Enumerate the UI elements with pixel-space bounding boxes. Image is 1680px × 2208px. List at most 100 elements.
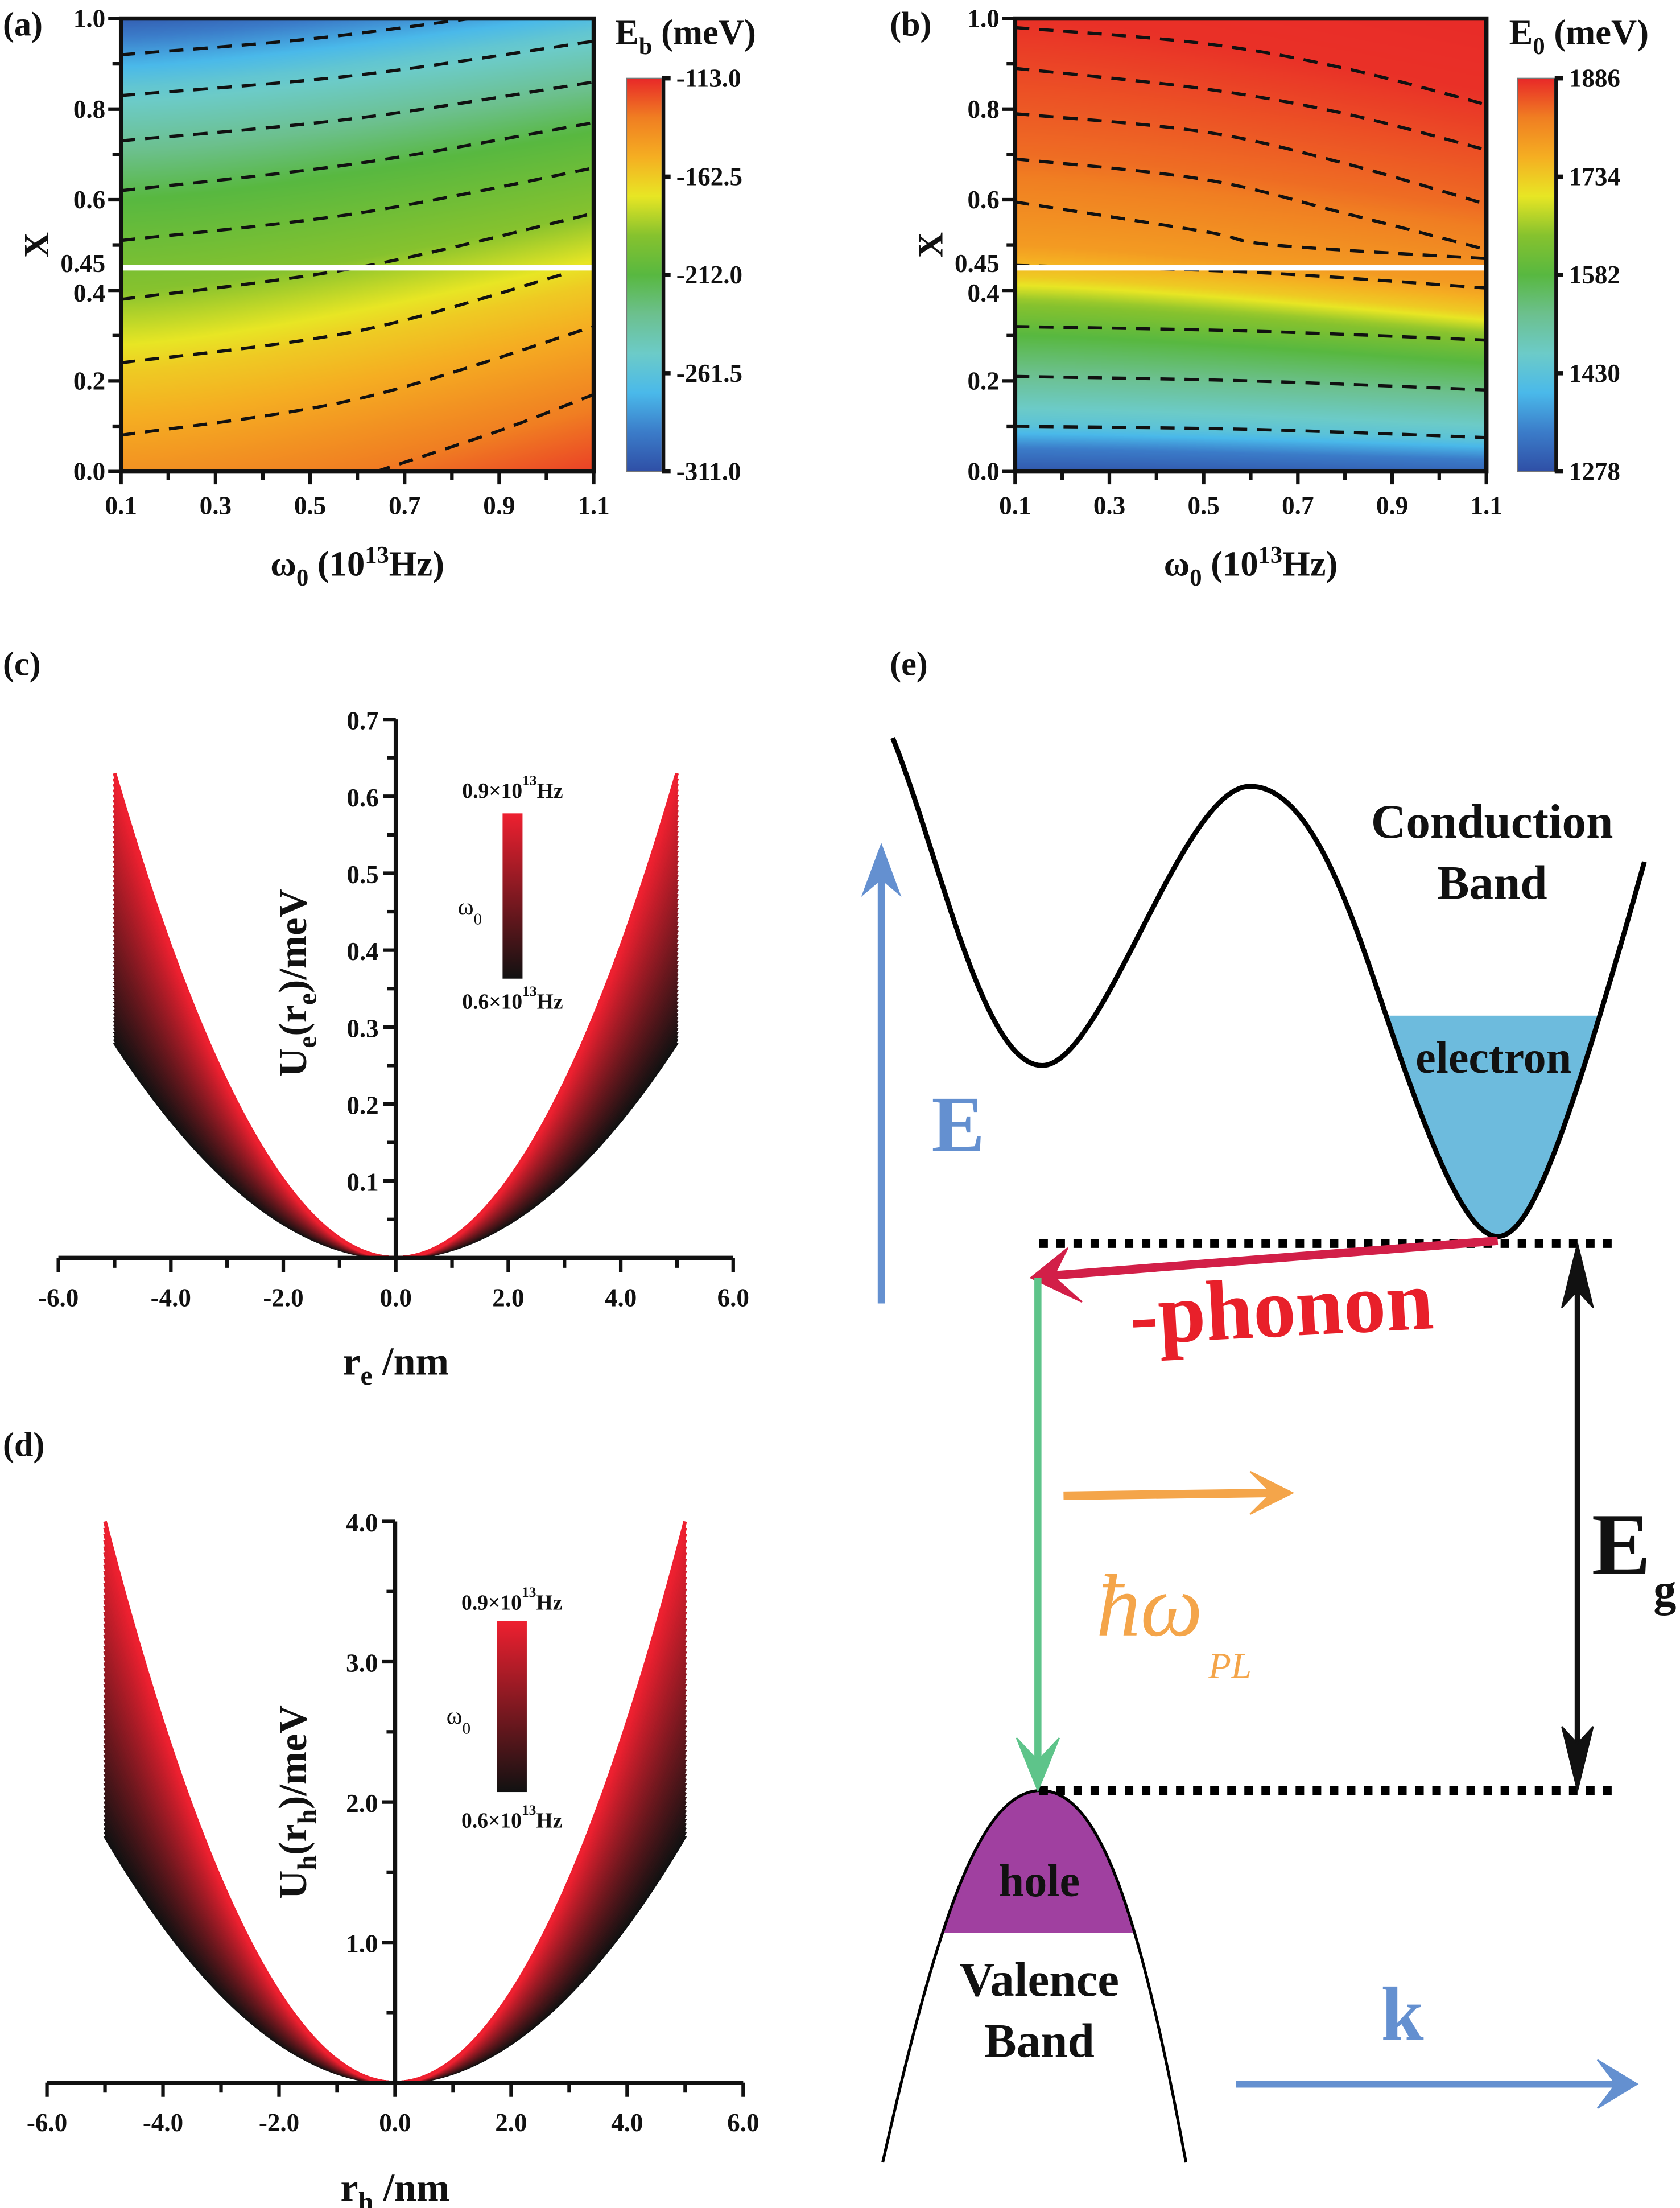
photon-energy-label: ħωPL bbox=[1096, 1557, 1252, 1687]
colorbar-top-label-part: Hz bbox=[536, 1592, 562, 1615]
valence-band-label-line2: Band bbox=[984, 2015, 1095, 2068]
contour-line bbox=[1015, 67, 1487, 152]
y-tick-label: 0.2 bbox=[73, 366, 105, 395]
y-axis-title-part: h bbox=[293, 1855, 323, 1871]
y-tick-label: 3.0 bbox=[346, 1649, 378, 1678]
y-axis-title: X bbox=[911, 232, 951, 258]
x-axis-title-part: ω bbox=[1164, 543, 1190, 583]
colorbar-title-part: b bbox=[639, 33, 653, 60]
panel-c-electron-potential: -6.0 -4.0 -2.0 0.0 2.0 4.0 6.0 0.1 0.2 0.3 0.4 0.5 0… bbox=[38, 707, 749, 1391]
band-gap-arrow bbox=[1561, 1243, 1594, 1791]
recombination-arrow bbox=[1016, 1278, 1060, 1793]
y-tick-label: 0.2 bbox=[967, 366, 999, 395]
y-tick-label: 0.8 bbox=[73, 95, 105, 123]
y-axis-title-group: X bbox=[16, 232, 56, 258]
panel-b-ground-energy-map: 0.1 0.3 0.5 0.7 0.9 1.1 0.0 0.2 0.40.45 0.6 0.8 1.0… bbox=[911, 5, 1649, 591]
y-tick-label: 0.8 bbox=[967, 95, 999, 123]
colorbar-title-part: ω bbox=[458, 893, 474, 920]
k-axis-label: k bbox=[1381, 1972, 1423, 2057]
colorbar-top-label-part: 0.9×10 bbox=[462, 780, 522, 803]
y-axis-title: X bbox=[16, 232, 56, 258]
omega-colorbar bbox=[497, 1621, 527, 1793]
panel-label-e: (e) bbox=[890, 645, 928, 683]
y-axis-title-part: )/meV bbox=[271, 1705, 315, 1809]
y-tick-label: 0.6 bbox=[346, 784, 378, 812]
phonon-arrow bbox=[1029, 1236, 1499, 1303]
x-axis-title-part: ω bbox=[270, 543, 296, 583]
y-tick-label: 0.4 bbox=[73, 279, 105, 307]
phonon-label: -phonon bbox=[1127, 1253, 1435, 1363]
x-tick-label: 0.9 bbox=[1376, 492, 1408, 520]
x-axis-title: rh /nm bbox=[340, 2166, 449, 2208]
conduction-band-label-line2: Band bbox=[1437, 856, 1547, 910]
y-axis-title-part: U bbox=[271, 1048, 315, 1077]
y-axis-title-part: h bbox=[293, 1809, 323, 1824]
x-tick-label: 0.9 bbox=[483, 492, 515, 520]
colorbar-title-part: E bbox=[615, 13, 639, 52]
x-axis-title-part: e bbox=[361, 1361, 373, 1391]
contour-line bbox=[121, 325, 595, 437]
panel-label-d: (d) bbox=[3, 1425, 44, 1463]
x-tick-label: 2.0 bbox=[495, 2108, 527, 2137]
x-axis-title-part: 13 bbox=[365, 542, 389, 569]
y-tick-label: 0.7 bbox=[346, 707, 378, 735]
panel-label-a: (a) bbox=[3, 5, 43, 43]
x-tick-label: 6.0 bbox=[717, 1283, 749, 1312]
x-tick-label: 0.7 bbox=[1282, 492, 1314, 520]
colorbar-tick-label: -113.0 bbox=[676, 64, 741, 93]
colorbar bbox=[626, 77, 663, 472]
y-tick-label: 0.0 bbox=[967, 458, 999, 486]
x-axis-title-part: Hz) bbox=[389, 543, 444, 583]
x-axis-title-part: /nm bbox=[373, 2166, 449, 2208]
colorbar-bottom-label-part: Hz bbox=[537, 990, 563, 1014]
y-tick-label: 2.0 bbox=[346, 1789, 378, 1818]
colorbar-title-part: 0 bbox=[474, 911, 482, 929]
heatmap-image bbox=[1015, 18, 1487, 472]
colorbar-title-part: ω bbox=[447, 1703, 463, 1729]
conduction-band-curve bbox=[890, 737, 1647, 1239]
x-tick-label: 0.5 bbox=[294, 492, 326, 520]
x-axis-title-part: 13 bbox=[1258, 542, 1283, 569]
y-axis-title-group: X bbox=[911, 232, 951, 258]
hole-label: hole bbox=[999, 1856, 1080, 1906]
y-tick-label: 1.0 bbox=[967, 5, 999, 33]
conduction-band-label-line1: Conduction bbox=[1371, 795, 1613, 848]
heatmap-image bbox=[121, 18, 594, 472]
colorbar-tick-label: 1734 bbox=[1569, 162, 1620, 191]
panel-label-b: (b) bbox=[890, 5, 931, 43]
colorbar-title: Eb (meV) bbox=[615, 13, 756, 60]
x-axis-title-part: (10 bbox=[1202, 543, 1258, 583]
x-axis-title-part: 0 bbox=[1190, 565, 1202, 591]
x-axis-title: ω0 (1013Hz) bbox=[270, 542, 444, 591]
colorbar bbox=[1517, 77, 1555, 472]
y-axis-title-group: Ue(re)/meV bbox=[271, 889, 323, 1077]
x-axis-title-part: 0 bbox=[296, 565, 308, 591]
colorbar-top-label-part: Hz bbox=[537, 780, 563, 803]
y-axis-title: Ue(re)/meV bbox=[271, 889, 323, 1077]
colorbar-top-label-part: 13 bbox=[522, 772, 537, 788]
colorbar-title: E0 (meV) bbox=[1509, 13, 1649, 60]
y-axis-title: Uh(rh)/meV bbox=[271, 1705, 323, 1899]
y-axis-title-part: (r bbox=[271, 1824, 315, 1855]
contour-line bbox=[1014, 200, 1487, 261]
contour-line bbox=[1015, 374, 1487, 392]
k-axis-arrow bbox=[1236, 2059, 1639, 2109]
panel-d-hole-potential: -6.0 -4.0 -2.0 0.0 2.0 4.0 6.01.02.03.04.0rh /… bbox=[27, 1509, 759, 2208]
x-tick-label: 0.7 bbox=[389, 492, 420, 520]
x-tick-label: -6.0 bbox=[38, 1283, 79, 1312]
contour-line bbox=[121, 212, 595, 301]
x-tick-label: 0.3 bbox=[200, 492, 232, 520]
y-axis-title-part: X bbox=[16, 232, 56, 258]
y-axis-title-part: X bbox=[911, 232, 951, 258]
x-tick-label: 0.1 bbox=[999, 492, 1031, 520]
x-axis-title-part: r bbox=[340, 2166, 358, 2208]
colorbar-tick-label: -212.0 bbox=[676, 261, 742, 289]
colorbar-tick-label: 1430 bbox=[1569, 359, 1620, 388]
x-tick-label: 0.3 bbox=[1093, 492, 1125, 520]
colorbar-top-label: 0.9×1013Hz bbox=[461, 1584, 562, 1615]
contour-line bbox=[1015, 325, 1487, 342]
colorbar-tick-label: 1582 bbox=[1569, 261, 1620, 289]
colorbar-title-part: (meV) bbox=[1545, 13, 1649, 52]
x-tick-label: -2.0 bbox=[259, 2108, 299, 2137]
